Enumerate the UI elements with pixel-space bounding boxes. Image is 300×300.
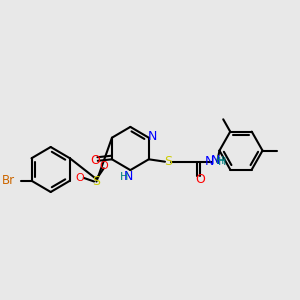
Text: O: O <box>195 172 205 186</box>
Text: H: H <box>218 157 226 167</box>
Text: H: H <box>216 156 224 166</box>
Text: H: H <box>120 172 128 182</box>
Text: O: O <box>99 161 108 171</box>
Text: N: N <box>205 155 214 168</box>
Text: N: N <box>148 130 157 143</box>
Text: N: N <box>124 170 134 183</box>
Text: S: S <box>164 155 172 168</box>
Text: Br: Br <box>2 174 15 187</box>
Text: N: N <box>211 154 220 167</box>
Text: O: O <box>76 173 85 183</box>
Text: O: O <box>90 154 100 167</box>
Text: S: S <box>92 175 101 188</box>
